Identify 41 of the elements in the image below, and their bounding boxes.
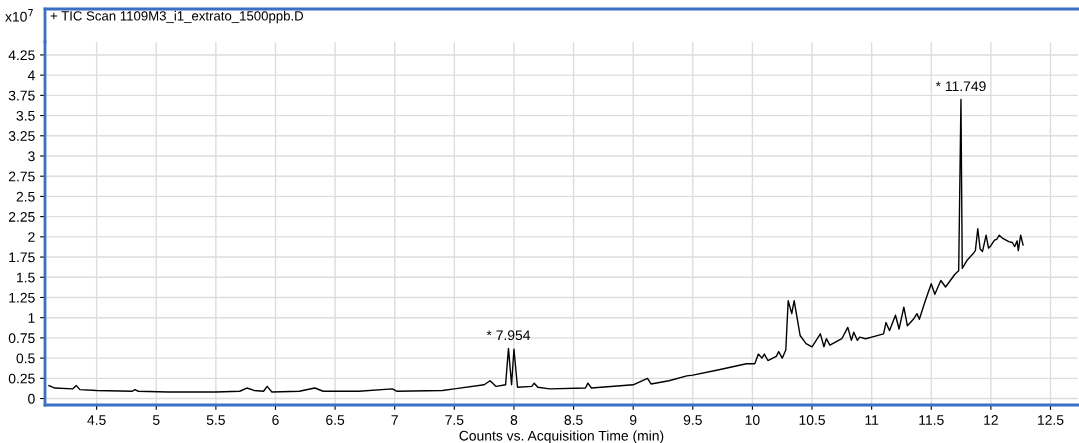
x-tick-label: 4.5 <box>87 415 106 425</box>
annotation: * 11.749 <box>935 81 986 92</box>
x-tick-label: 11.5 <box>919 415 944 425</box>
x-tick-label: 9.5 <box>683 415 702 425</box>
y-tick-label: 1.25 <box>9 292 35 303</box>
y-tick-label: 2.75 <box>8 171 35 182</box>
x-tick-label: 7 <box>391 415 398 425</box>
x-tick-label: 12 <box>984 415 998 425</box>
y-tick-label: 2.5 <box>16 191 35 202</box>
y-tick-label: 0.75 <box>8 333 35 344</box>
y-tick-label: 2 <box>28 232 35 242</box>
y-tick-label: 2.25 <box>8 211 35 222</box>
y-tick-label: 1 <box>28 313 35 323</box>
y-tick-label: 0 <box>28 393 35 404</box>
x-tick-label: 10.5 <box>799 415 825 425</box>
y-tick-label: 3 <box>28 151 35 162</box>
x-tick-label: 7.5 <box>445 415 464 425</box>
x-tick-label: 12.5 <box>1038 415 1064 425</box>
x-tick-label: 5.5 <box>206 415 225 425</box>
x-tick-label: 8.5 <box>564 415 583 425</box>
x-axis-title: Counts vs. Acquisition Time (min) <box>459 430 664 443</box>
y-tick-label: 1.5 <box>17 272 35 283</box>
y-tick-label: 3.5 <box>16 110 35 121</box>
annotation: * 7.954 <box>486 330 531 341</box>
y-tick-label: 0.25 <box>8 373 35 384</box>
y-tick-label: 4.25 <box>8 50 35 61</box>
line-series <box>48 98 1024 393</box>
y-tick-label: 4 <box>27 70 35 81</box>
y-tick-label: 3.25 <box>8 131 35 141</box>
y-axis-title: x10$^{7}$ <box>5 9 33 22</box>
x-tick-label: 11 <box>865 415 879 425</box>
x-tick-label: 5 <box>152 415 160 425</box>
x-tick-label: 9 <box>629 415 637 425</box>
y-tick-label: 1.75 <box>9 252 35 263</box>
x-tick-label: 6.5 <box>326 415 345 425</box>
x-tick-label: 6 <box>272 415 279 425</box>
x-tick-label: 8 <box>510 415 518 425</box>
y-tick-label: 3.75 <box>8 90 35 101</box>
x-tick-label: 10 <box>745 415 760 425</box>
chart-title: + TIC Scan 1109M3_i1_extrato_1500ppb.D <box>50 10 304 24</box>
y-tick-label: 0.5 <box>16 353 35 364</box>
